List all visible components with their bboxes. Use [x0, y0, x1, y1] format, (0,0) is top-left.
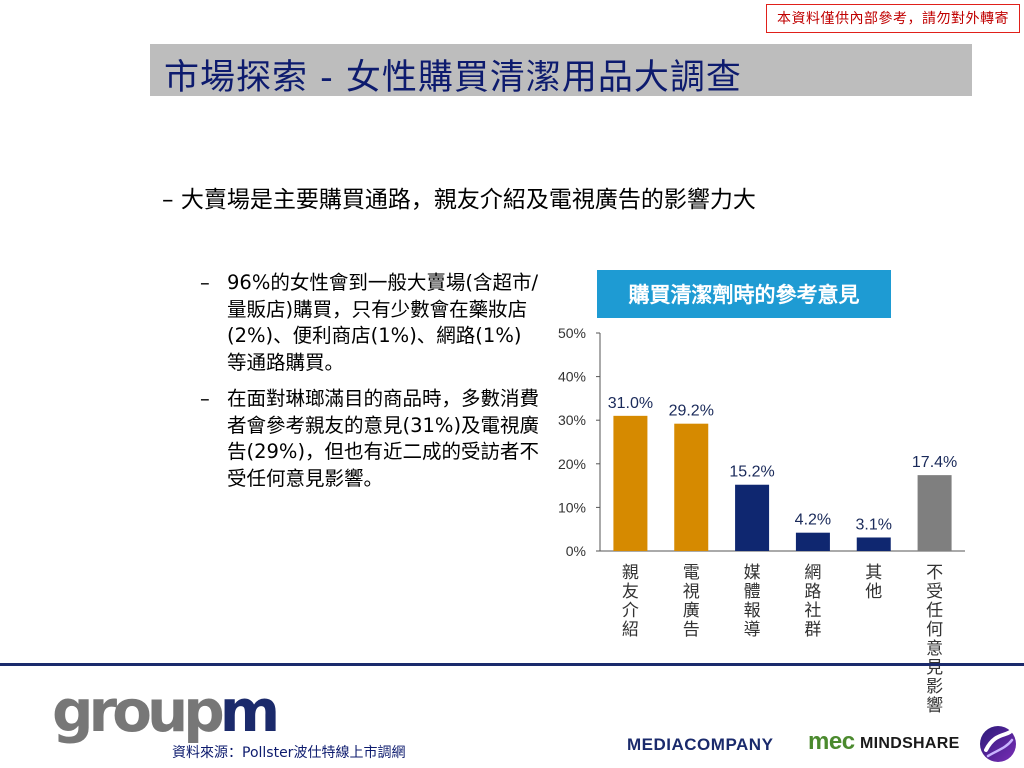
- x-tick-label: 他: [865, 582, 882, 602]
- x-tick-label: 路: [804, 582, 821, 602]
- mediacompany-logo: MEDIACOMPANY: [627, 735, 774, 754]
- x-tick-label: 群: [804, 620, 821, 640]
- page-title: 市場探索 - 女性購買清潔用品大調查: [164, 58, 742, 98]
- x-tick-label: 媒: [744, 563, 761, 583]
- x-tick-label: 導: [744, 620, 761, 640]
- bullet-dash: –: [200, 271, 210, 294]
- bar: [795, 532, 830, 551]
- source-note: 資料來源：Pollster波仕特線上市調網: [172, 745, 406, 761]
- confidential-notice: 本資料僅供內部參考，請勿對外轉寄: [766, 4, 1020, 33]
- logo-text-m: m: [219, 677, 280, 745]
- y-tick-label: 0%: [566, 543, 586, 559]
- bullet-item: – 在面對琳瑯滿目的商品時，多數消費者會參考親友的意見(31%)及電視廣告(29…: [200, 386, 540, 492]
- x-tick-label: 何: [926, 620, 943, 640]
- y-tick-label: 30%: [558, 412, 586, 428]
- footer-divider: [0, 663, 1024, 666]
- x-tick-label: 視: [683, 582, 700, 602]
- data-label: 31.0%: [608, 395, 653, 412]
- x-tick-label: 親: [622, 563, 639, 583]
- x-tick-label: 響: [926, 696, 943, 716]
- y-tick-label: 50%: [558, 325, 586, 341]
- x-tick-label: 影: [926, 677, 943, 697]
- mindshare-swirl-icon: [980, 726, 1016, 762]
- bullet-text: 96%的女性會到一般大賣場(含超市/量販店)購買，只有少數會在藥妝店(2%)、便…: [227, 271, 539, 374]
- logo-text-group: group: [52, 677, 225, 745]
- x-tick-label: 意: [926, 639, 943, 659]
- x-tick-label: 社: [804, 601, 821, 621]
- x-tick-label: 告: [683, 620, 700, 640]
- bullet-text: 在面對琳瑯滿目的商品時，多數消費者會參考親友的意見(31%)及電視廣告(29%)…: [227, 387, 540, 490]
- x-tick-label: 廣: [683, 601, 700, 621]
- x-tick-label: 報: [744, 601, 761, 621]
- data-label: 4.2%: [795, 512, 831, 529]
- x-tick-label: 其: [865, 563, 882, 583]
- x-tick-label: 友: [622, 582, 639, 602]
- mec-logo: mec: [808, 728, 855, 755]
- bar: [856, 537, 891, 551]
- bar: [917, 475, 952, 551]
- y-tick-label: 10%: [558, 499, 586, 515]
- chart-title: 購買清潔劑時的參考意見: [597, 270, 891, 318]
- bar: [674, 423, 709, 551]
- data-label: 17.4%: [912, 454, 957, 471]
- x-tick-label: 電: [683, 563, 700, 583]
- y-tick-label: 20%: [558, 456, 586, 472]
- title-bar: 市場探索 - 女性購買清潔用品大調查: [150, 44, 972, 98]
- data-label: 29.2%: [669, 403, 714, 420]
- x-tick-label: 體: [744, 582, 761, 602]
- x-tick-label: 介: [622, 601, 639, 621]
- bullet-list: – 96%的女性會到一般大賣場(含超市/量販店)購買，只有少數會在藥妝店(2%)…: [200, 270, 540, 502]
- mindshare-logo: MINDSHARE: [860, 735, 960, 752]
- bullet-item: – 96%的女性會到一般大賣場(含超市/量販店)購買，只有少數會在藥妝店(2%)…: [200, 270, 540, 376]
- x-tick-label: 不: [926, 563, 943, 583]
- data-label: 3.1%: [856, 516, 892, 533]
- bullet-dash: –: [200, 387, 210, 410]
- x-tick-label: 任: [926, 601, 943, 621]
- groupm-logo: groupm: [52, 682, 280, 740]
- x-tick-label: 網: [804, 563, 821, 583]
- data-label: 15.2%: [729, 464, 774, 481]
- headline: – 大賣場是主要購買通路，親友介紹及電視廣告的影響力大: [162, 187, 756, 213]
- y-tick-label: 40%: [558, 369, 586, 385]
- x-tick-label: 紹: [622, 620, 639, 640]
- bar: [613, 415, 648, 551]
- bar: [735, 484, 770, 551]
- headline-text: 大賣場是主要購買通路，親友介紹及電視廣告的影響力大: [180, 187, 756, 213]
- x-tick-label: 受: [926, 582, 943, 602]
- x-tick-label: 見: [926, 658, 943, 678]
- bar-chart: 0% 10% 20% 30% 40% 50% 31.0% 親友介紹 29.2% 電視廣告 15.2%…: [558, 325, 965, 716]
